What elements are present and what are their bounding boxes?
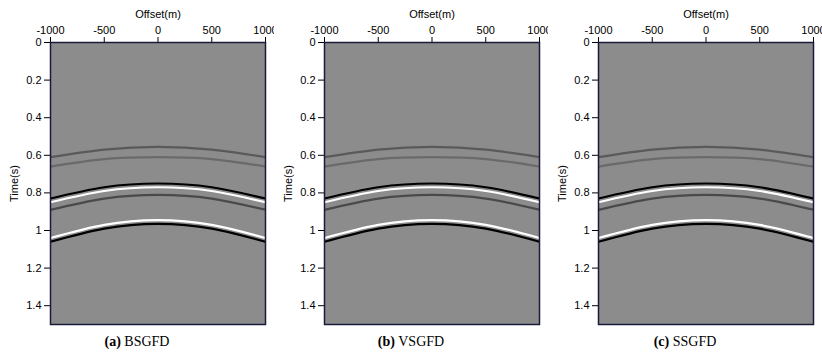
svg-text:Time(s): Time(s) xyxy=(8,165,20,202)
svg-text:0.4: 0.4 xyxy=(574,111,589,123)
svg-text:0: 0 xyxy=(583,36,589,48)
svg-text:1.2: 1.2 xyxy=(300,262,315,274)
html-text:(a) BSGFD: (a) BSGFD xyxy=(104,334,170,349)
svg-text:Offset(m): Offset(m) xyxy=(135,8,181,20)
svg-text:1000: 1000 xyxy=(801,24,822,36)
svg-text:0.8: 0.8 xyxy=(574,186,589,198)
svg-text:1.4: 1.4 xyxy=(574,299,589,311)
svg-text:1.2: 1.2 xyxy=(26,262,41,274)
svg-text:0.8: 0.8 xyxy=(300,186,315,198)
html-text:(c) SSGFD: (c) SSGFD xyxy=(653,334,717,349)
svg-text:1000: 1000 xyxy=(527,24,548,36)
svg-text:0.2: 0.2 xyxy=(26,74,41,86)
svg-text:-1000: -1000 xyxy=(36,24,64,36)
svg-text:0.6: 0.6 xyxy=(300,149,315,161)
html-text:(b) VSGFD: (b) VSGFD xyxy=(377,334,445,349)
svg-text:-1000: -1000 xyxy=(310,24,338,36)
svg-text:1000: 1000 xyxy=(253,24,274,36)
svg-text:-1000: -1000 xyxy=(584,24,612,36)
svg-text:500: 500 xyxy=(477,24,495,36)
svg-text:0.6: 0.6 xyxy=(26,149,41,161)
svg-text:0.8: 0.8 xyxy=(26,186,41,198)
svg-text:0: 0 xyxy=(35,36,41,48)
svg-text:1.2: 1.2 xyxy=(574,262,589,274)
svg-text:0.4: 0.4 xyxy=(300,111,315,123)
svg-text:500: 500 xyxy=(751,24,769,36)
svg-text:1.4: 1.4 xyxy=(300,299,315,311)
svg-text:0.6: 0.6 xyxy=(574,149,589,161)
svg-text:Offset(m): Offset(m) xyxy=(409,8,455,20)
svg-text:0: 0 xyxy=(309,36,315,48)
svg-text:1: 1 xyxy=(583,224,589,236)
svg-text:Time(s): Time(s) xyxy=(282,165,294,202)
svg-text:-500: -500 xyxy=(641,24,663,36)
svg-text:Offset(m): Offset(m) xyxy=(683,8,729,20)
svg-text:-500: -500 xyxy=(367,24,389,36)
svg-text:0.2: 0.2 xyxy=(300,74,315,86)
svg-text:0: 0 xyxy=(155,24,161,36)
svg-text:0.4: 0.4 xyxy=(26,111,41,123)
svg-text:0: 0 xyxy=(703,24,709,36)
svg-text:1: 1 xyxy=(35,224,41,236)
svg-text:500: 500 xyxy=(203,24,221,36)
svg-text:1.4: 1.4 xyxy=(26,299,41,311)
svg-text:0.2: 0.2 xyxy=(574,74,589,86)
svg-text:Time(s): Time(s) xyxy=(556,165,568,202)
svg-text:-500: -500 xyxy=(93,24,115,36)
svg-text:0: 0 xyxy=(429,24,435,36)
svg-text:1: 1 xyxy=(309,224,315,236)
